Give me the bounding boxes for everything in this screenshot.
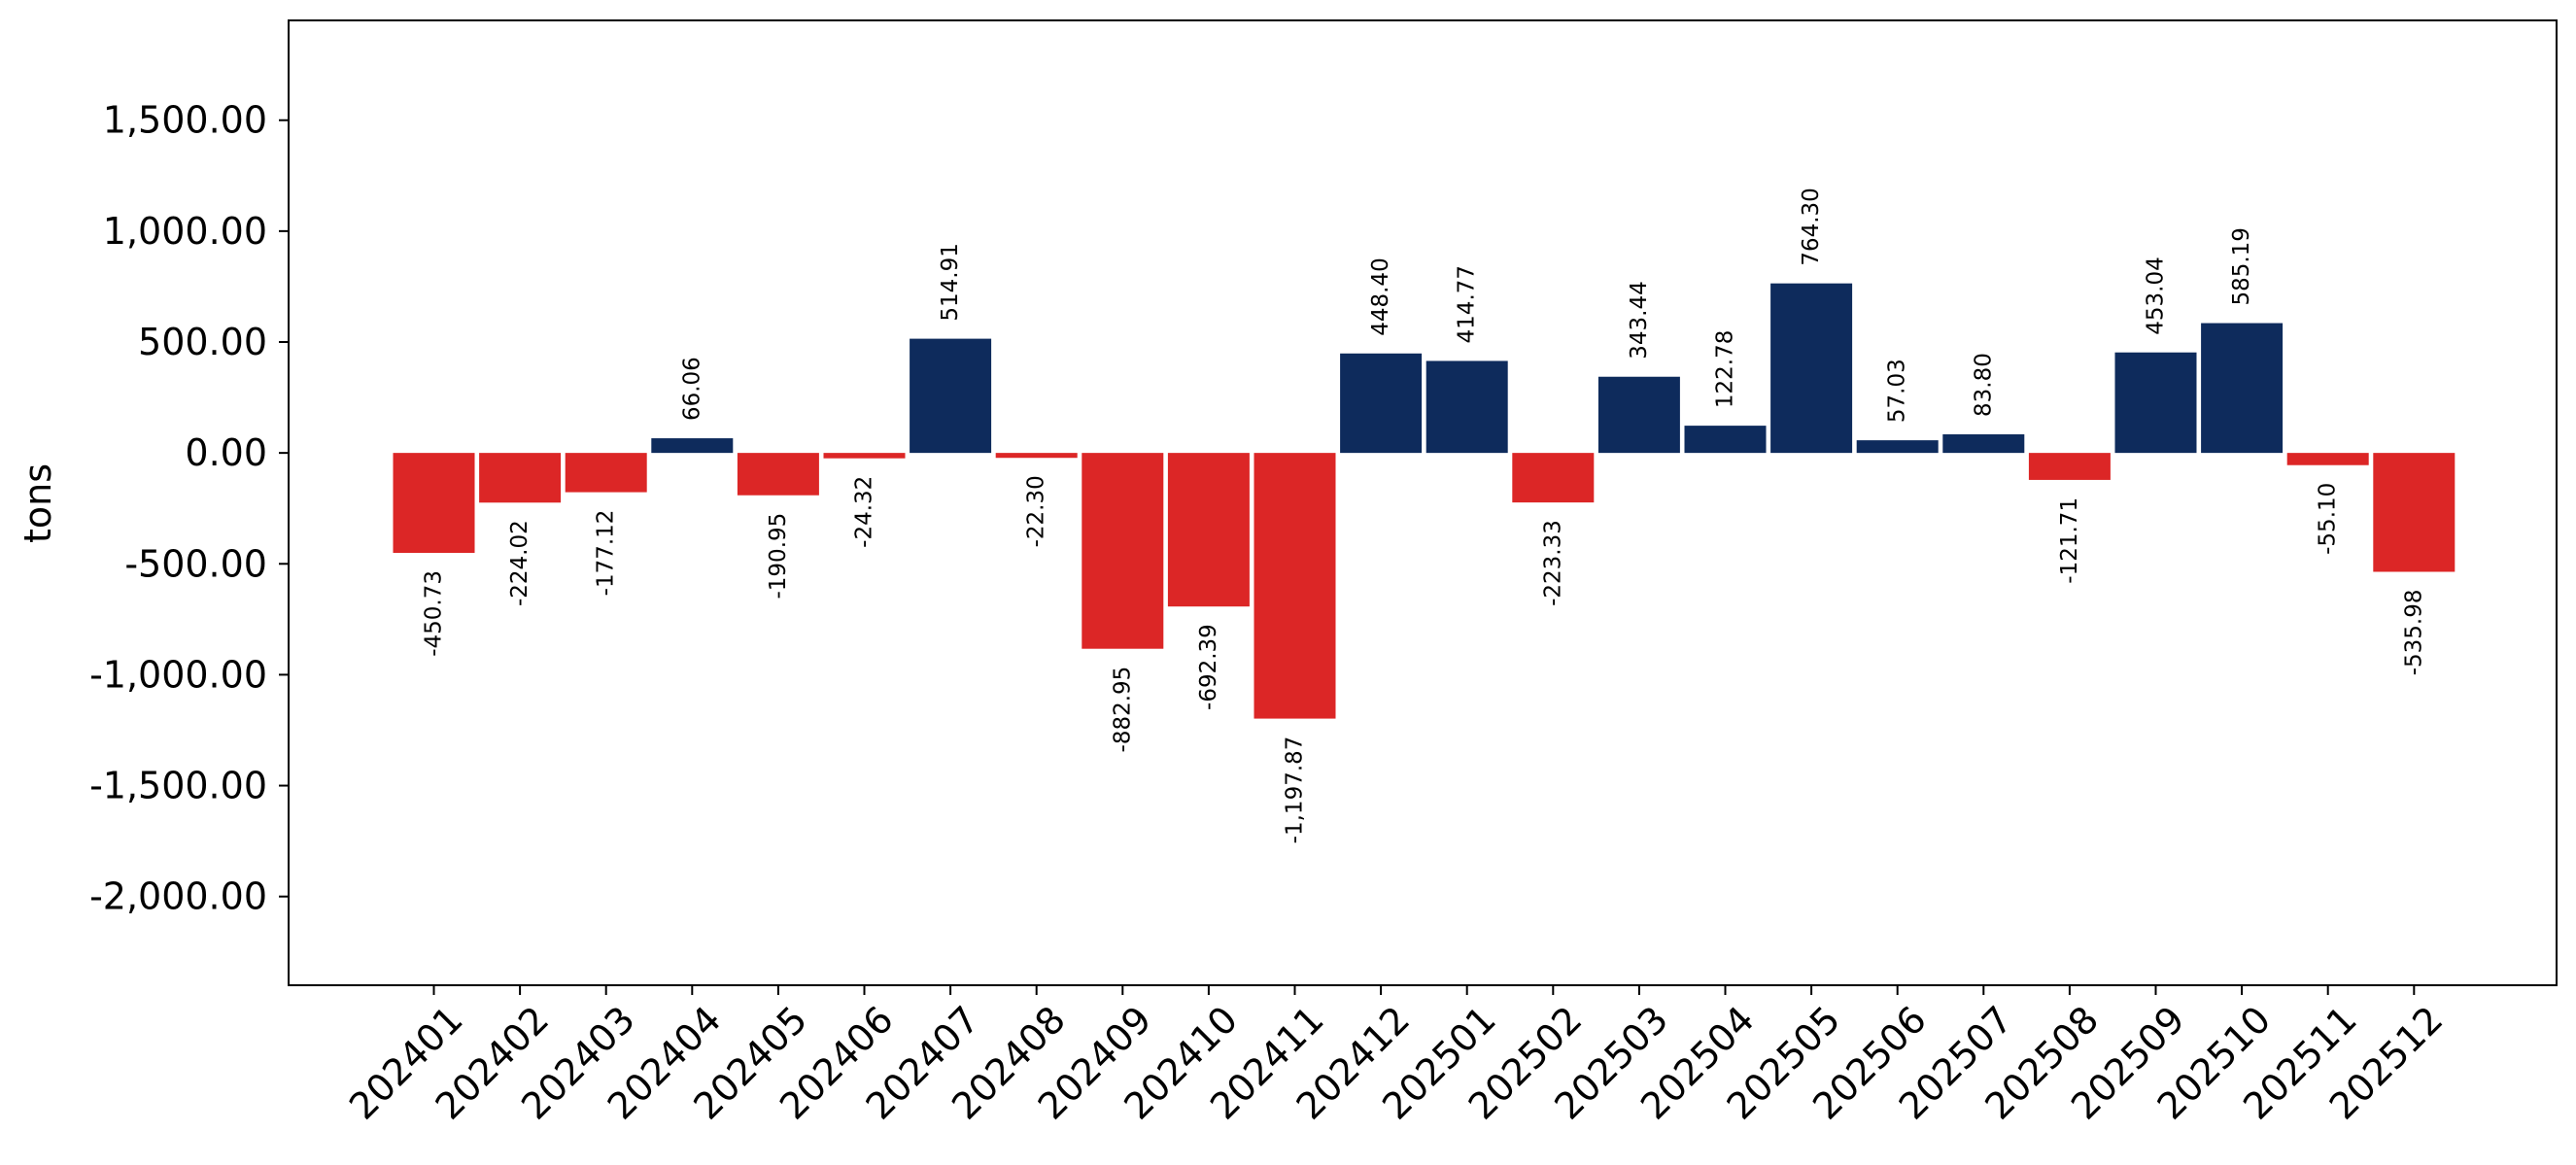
bar-202503 bbox=[1597, 376, 1680, 454]
x-axis: 2024012024022024032024042024052024062024… bbox=[341, 985, 2451, 1128]
bar-202409 bbox=[1082, 453, 1164, 649]
data-label-202405: -190.95 bbox=[766, 513, 791, 600]
data-label-202508: -121.71 bbox=[2057, 497, 2082, 584]
data-label-202501: 414.77 bbox=[1455, 265, 1480, 343]
bar-202406 bbox=[823, 453, 906, 459]
data-label-202404: 66.06 bbox=[679, 357, 704, 421]
y-tick-label: -1,000.00 bbox=[89, 653, 267, 696]
data-label-202401: -450.73 bbox=[422, 570, 447, 657]
y-tick-label: -1,500.00 bbox=[89, 765, 267, 807]
data-label-202402: -224.02 bbox=[507, 520, 532, 606]
bar-202405 bbox=[737, 453, 819, 496]
data-label-202509: 453.04 bbox=[2144, 257, 2169, 334]
bar-202502 bbox=[1512, 453, 1595, 503]
bar-202403 bbox=[565, 453, 647, 493]
y-axis: 1,500.00 1,000.00 500.00 0.00 -500.00 -1,000.… bbox=[89, 99, 289, 918]
y-tick-label: 1,500.00 bbox=[103, 99, 267, 142]
bars-group: -450.73 -224.02 -177.12 66.06 -190.95 -24.32 5… bbox=[393, 188, 2456, 844]
bar-202512 bbox=[2373, 453, 2456, 572]
data-label-202511: -55.10 bbox=[2316, 483, 2341, 555]
bar-202509 bbox=[2114, 352, 2197, 454]
plot-frame bbox=[288, 19, 2558, 986]
bar-202410 bbox=[1167, 453, 1250, 607]
data-label-202504: 122.78 bbox=[1713, 330, 1738, 408]
bar-202508 bbox=[2028, 453, 2111, 480]
bar-202507 bbox=[1942, 434, 2025, 454]
bar-202511 bbox=[2286, 453, 2369, 465]
bar-202404 bbox=[651, 438, 734, 454]
bar-202501 bbox=[1425, 360, 1508, 454]
y-tick-label: 0.00 bbox=[185, 431, 267, 474]
y-tick-label: -500.00 bbox=[124, 542, 267, 585]
data-label-202409: -882.95 bbox=[1110, 667, 1135, 753]
bar-202411 bbox=[1254, 453, 1336, 719]
y-tick-label: -2,000.00 bbox=[89, 875, 267, 918]
y-axis-label: tons bbox=[17, 463, 59, 543]
data-label-202507: 83.80 bbox=[1971, 353, 1996, 417]
data-label-202512: -535.98 bbox=[2401, 589, 2426, 675]
bar-202408 bbox=[995, 453, 1078, 459]
data-label-202505: 764.30 bbox=[1799, 188, 1824, 265]
data-label-202408: -22.30 bbox=[1024, 475, 1049, 547]
data-label-202503: 343.44 bbox=[1627, 281, 1652, 359]
bar-202510 bbox=[2201, 323, 2284, 454]
y-tick-label: 1,000.00 bbox=[103, 210, 267, 253]
data-label-202407: 514.91 bbox=[938, 243, 963, 321]
bar-202402 bbox=[479, 453, 562, 503]
bar-202401 bbox=[393, 453, 475, 554]
data-label-202411: -1,197.87 bbox=[1283, 737, 1308, 844]
data-label-202506: 57.03 bbox=[1885, 359, 1910, 423]
data-label-202510: 585.19 bbox=[2229, 227, 2254, 305]
bar-202407 bbox=[910, 338, 992, 454]
bar-202505 bbox=[1770, 283, 1853, 454]
bar-202504 bbox=[1684, 426, 1767, 454]
y-tick-label: 500.00 bbox=[138, 321, 267, 363]
data-label-202412: 448.40 bbox=[1368, 257, 1393, 335]
bar-202506 bbox=[1856, 440, 1939, 454]
bar-202412 bbox=[1340, 353, 1423, 454]
data-label-202502: -223.33 bbox=[1540, 520, 1565, 606]
data-label-202403: -177.12 bbox=[594, 510, 619, 597]
data-label-202406: -24.32 bbox=[852, 476, 877, 548]
data-label-202410: -692.39 bbox=[1196, 624, 1221, 710]
